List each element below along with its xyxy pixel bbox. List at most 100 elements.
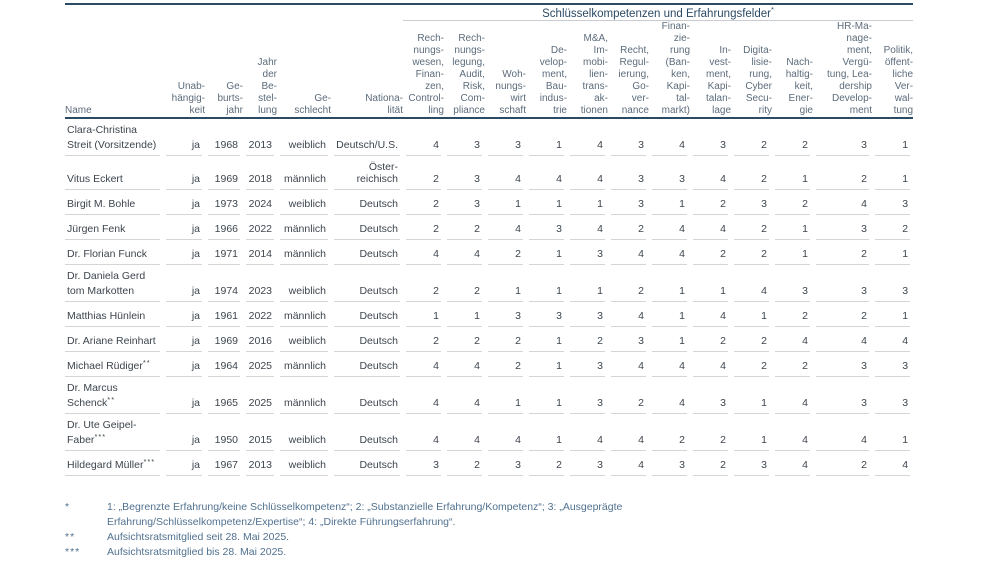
cell-birth-year: 1965 xyxy=(205,377,243,414)
independence-value: ja xyxy=(166,305,202,327)
cell-score: 3 xyxy=(649,451,690,476)
score-value: 4 xyxy=(570,429,605,451)
birth-year-value: 1969 xyxy=(208,330,240,352)
independence-value: ja xyxy=(166,355,202,377)
cell-appointment-year: 2016 xyxy=(243,327,277,352)
cell-score: 1 xyxy=(403,302,444,327)
score-value: 4 xyxy=(406,243,441,265)
cell-score: 4 xyxy=(813,414,872,451)
score-value: 3 xyxy=(529,305,564,327)
footnote-marker: *** xyxy=(65,546,81,558)
footnote-member-until: *** Aufsichtsratsmitglied bis 28. Mai 20… xyxy=(65,545,995,560)
birth-year-value: 1971 xyxy=(208,243,240,265)
member-name: Birgit M. Bohle xyxy=(67,198,136,210)
score-value: 1 xyxy=(529,355,564,377)
score-value: 2 xyxy=(816,454,869,476)
cell-name: Dr. Florian Funck xyxy=(65,240,163,265)
cell-score: 3 xyxy=(813,118,872,156)
cell-score: 3 xyxy=(872,190,913,215)
member-footnote-mark: *** xyxy=(143,457,156,466)
score-value: 2 xyxy=(406,330,441,352)
table-row: Dr. Ariane Reinhart ja 1969 2016 weiblic… xyxy=(65,327,913,352)
cell-score: 3 xyxy=(526,215,567,240)
cell-score: 3 xyxy=(608,118,649,156)
col-header-birth-year: Ge- burts- jahr xyxy=(205,20,243,119)
member-footnote-mark: ** xyxy=(107,395,116,404)
member-footnote-mark: ** xyxy=(142,358,151,367)
cell-score: 3 xyxy=(608,156,649,190)
score-value: 4 xyxy=(611,243,646,265)
member-name: Clara-Christina Streit (Vorsitzende) xyxy=(67,124,157,151)
cell-nationality: Deutsch xyxy=(331,414,403,451)
cell-score: 4 xyxy=(649,118,690,156)
col-header-sustainability-energy: Nach- haltig- keit, Ener- gie xyxy=(772,20,813,119)
cell-score: 2 xyxy=(690,414,731,451)
cell-score: 2 xyxy=(690,451,731,476)
cell-score: 1 xyxy=(872,156,913,190)
cell-name: Dr. Marcus Schenck** xyxy=(65,377,163,414)
score-value: 1 xyxy=(734,429,769,451)
independence-value: ja xyxy=(166,218,202,240)
cell-appointment-year: 2018 xyxy=(243,156,277,190)
score-value: 2 xyxy=(816,168,869,190)
score-value: 1 xyxy=(775,168,810,190)
competency-table: Schlüsselkompetenzen und Erfahrungsfelde… xyxy=(65,3,914,476)
cell-score: 1 xyxy=(526,240,567,265)
table-row: Hildegard Müller*** ja 1967 2013 weiblic… xyxy=(65,451,913,476)
cell-score: 2 xyxy=(731,215,772,240)
cell-score: 1 xyxy=(485,377,526,414)
score-value: 3 xyxy=(875,280,911,302)
cell-score: 4 xyxy=(608,414,649,451)
cell-birth-year: 1950 xyxy=(205,414,243,451)
cell-score: 1 xyxy=(649,302,690,327)
cell-gender: weiblich xyxy=(277,118,331,156)
gender-value: weiblich xyxy=(280,330,328,352)
independence-value: ja xyxy=(166,330,202,352)
footnotes: * 1: „Begrenzte Erfahrung/keine Schlüsse… xyxy=(65,500,995,560)
cell-score: 4 xyxy=(444,352,485,377)
cell-birth-year: 1966 xyxy=(205,215,243,240)
cell-score: 4 xyxy=(403,377,444,414)
nationality-value: Deutsch xyxy=(334,355,400,377)
cell-score: 2 xyxy=(608,265,649,302)
score-value: 1 xyxy=(570,193,605,215)
score-value: 2 xyxy=(406,218,441,240)
col-header-politics-public-administration: Politik, öffent- liche Ver- wal- tung xyxy=(872,20,914,119)
score-value: 4 xyxy=(447,429,482,451)
score-value: 3 xyxy=(570,392,605,414)
score-value: 4 xyxy=(652,218,687,240)
cell-score: 1 xyxy=(649,265,690,302)
score-value: 3 xyxy=(734,193,769,215)
score-value: 1 xyxy=(529,193,564,215)
member-name: Dr. Daniela Gerd tom Markotten xyxy=(67,270,146,297)
member-name: Vitus Eckert xyxy=(67,173,123,185)
table-row: Matthias Hünlein ja 1961 2022 männlich D… xyxy=(65,302,913,327)
nationality-value: Deutsch xyxy=(334,454,400,476)
nationality-value: Deutsch/U.S. xyxy=(334,134,400,156)
score-value: 1 xyxy=(447,305,482,327)
cell-gender: weiblich xyxy=(277,265,331,302)
cell-score: 4 xyxy=(567,118,608,156)
score-value: 3 xyxy=(816,218,869,240)
gender-value: männlich xyxy=(280,305,328,327)
gender-value: männlich xyxy=(280,168,328,190)
cell-nationality: Deutsch xyxy=(331,215,403,240)
cell-nationality: Deutsch xyxy=(331,327,403,352)
cell-nationality: Deutsch xyxy=(331,302,403,327)
score-value: 2 xyxy=(775,305,810,327)
appointment-year-value: 2014 xyxy=(246,243,274,265)
score-value: 3 xyxy=(570,355,605,377)
table-row: Vitus Eckert ja 1969 2018 männlich Öster… xyxy=(65,156,913,190)
cell-score: 3 xyxy=(485,451,526,476)
cell-score: 4 xyxy=(772,377,813,414)
cell-score: 4 xyxy=(526,156,567,190)
score-value: 2 xyxy=(611,392,646,414)
score-value: 1 xyxy=(529,134,564,156)
cell-score: 2 xyxy=(444,215,485,240)
appointment-year-value: 2025 xyxy=(246,392,274,414)
cell-score: 4 xyxy=(608,352,649,377)
cell-nationality: Deutsch xyxy=(331,240,403,265)
score-value: 3 xyxy=(611,193,646,215)
gender-value: weiblich xyxy=(280,193,328,215)
cell-birth-year: 1969 xyxy=(205,327,243,352)
